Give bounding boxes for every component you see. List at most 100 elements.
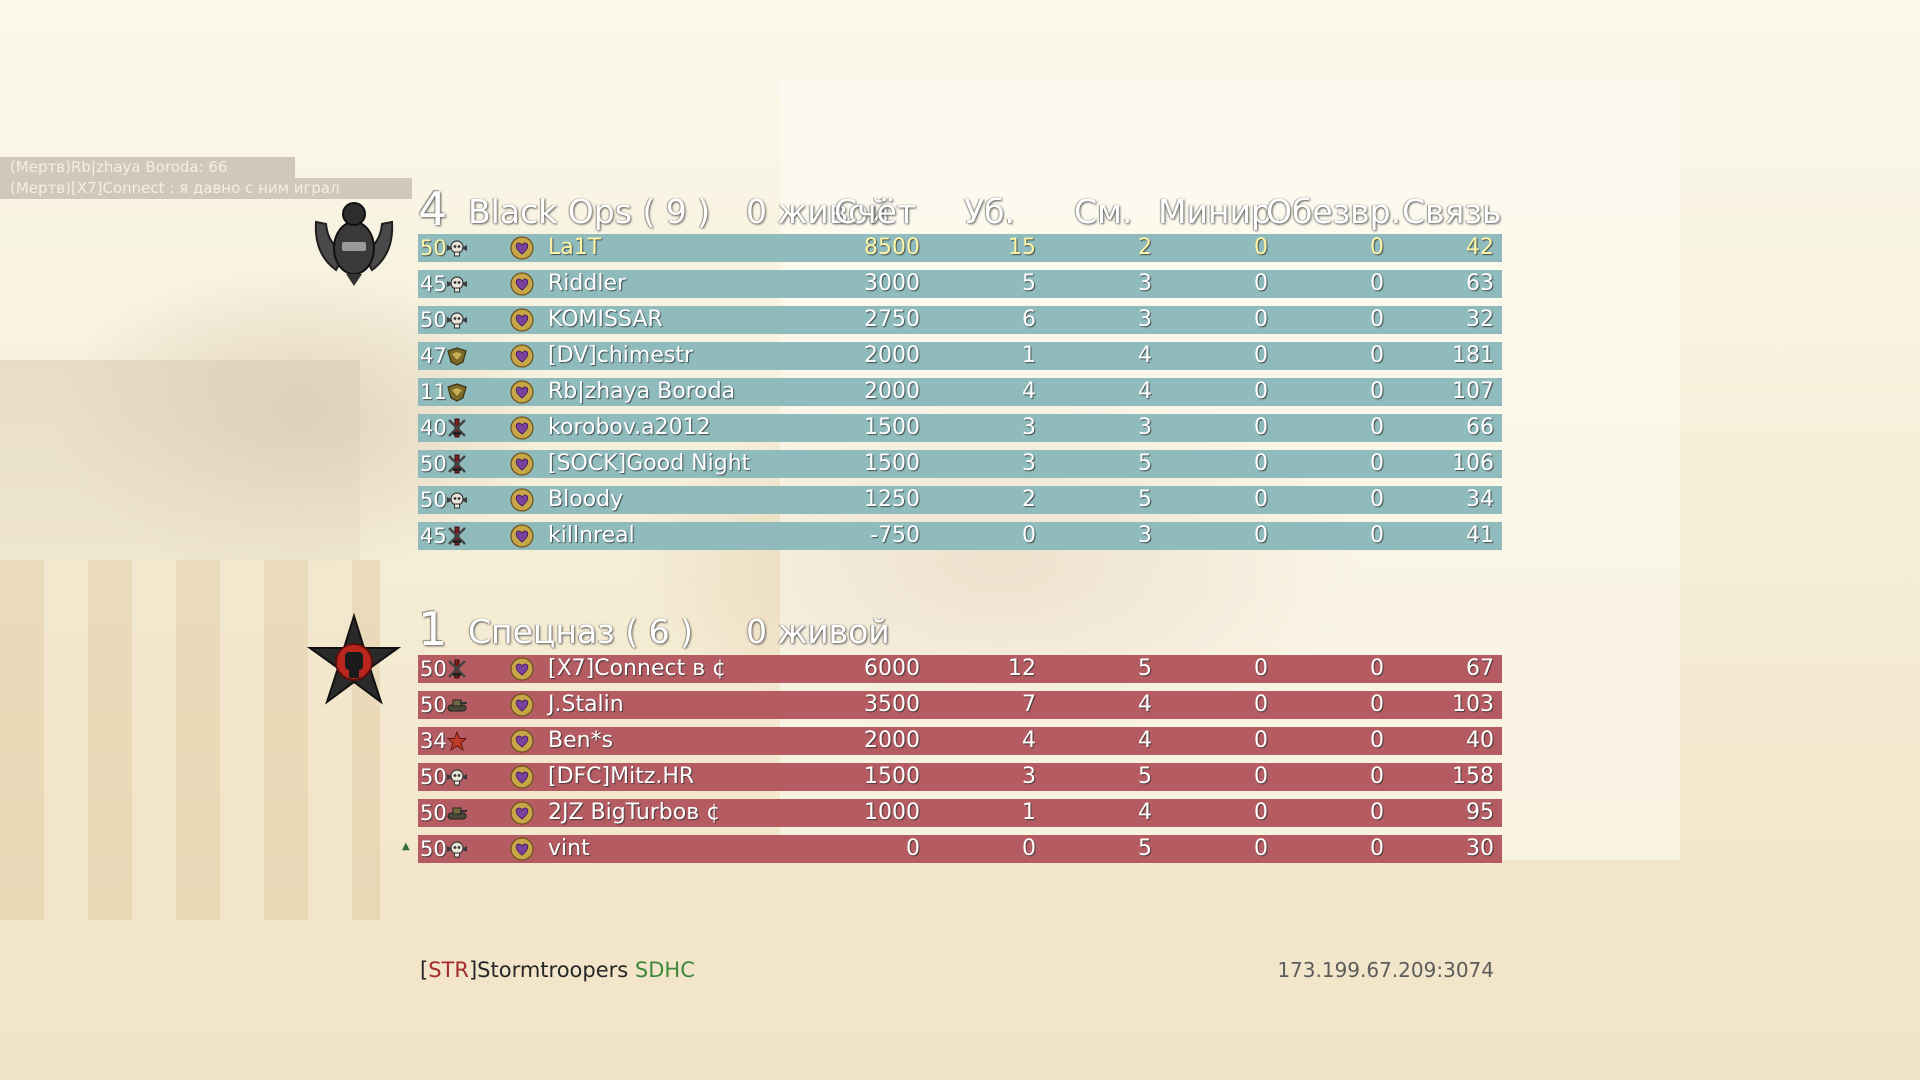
purple-heart-icon [510,416,534,440]
player-defuses: 0 [1370,523,1384,548]
player-marker-icon: ▲ [402,841,410,852]
star-wings-icon [446,730,468,752]
player-rank: 50 [420,765,447,789]
player-score: 2750 [864,307,920,332]
clan-bracket: ] [468,958,478,982]
player-name: Bloody [548,487,624,512]
purple-heart-icon [510,308,534,332]
player-defuses: 0 [1370,800,1384,825]
player-defuses: 0 [1370,379,1384,404]
player-row: 50 Bloody 1250 2 5 0 0 34 [418,486,1502,514]
player-kills: 4 [1022,379,1036,404]
player-score: 1500 [864,415,920,440]
player-row: 45 killnreal -750 0 3 0 0 41 [418,522,1502,550]
player-rank: 11 [420,380,447,404]
player-name: J.Stalin [548,692,624,717]
purple-heart-icon [510,236,534,260]
player-rank: 45 [420,272,447,296]
player-ping: 103 [1452,692,1494,717]
player-row: 50 [SOCK]Good Night 1500 3 5 0 0 106 [418,450,1502,478]
team-header-spetsnaz: 1 Спецназ ( 6 ) 0 живой [418,604,1518,654]
player-plants: 0 [1254,271,1268,296]
crossed-swords-icon [446,453,468,475]
chat-feed: (Мертв)Rb|zhaya Boroda: 66 (Мертв)[X7]Co… [0,157,412,199]
player-plants: 0 [1254,235,1268,260]
scoreboard-black-ops: 50 La1T 8500 15 2 0 0 42 45 Riddler 3000 5 3 0 0 63 50 KO… [418,234,1502,558]
player-row: 50 [DFC]Mitz.HR 1500 3 5 0 0 158 [418,763,1502,791]
player-score: 2000 [864,343,920,368]
player-ping: 95 [1466,800,1494,825]
player-score: 3500 [864,692,920,717]
player-kills: 3 [1022,415,1036,440]
player-deaths: 2 [1138,235,1152,260]
player-name: killnreal [548,523,635,548]
player-name: [DV]chimestr [548,343,694,368]
player-score: -750 [870,523,920,548]
player-score: 2000 [864,728,920,753]
background-ruins [0,360,360,560]
player-ping: 34 [1466,487,1494,512]
player-kills: 7 [1022,692,1036,717]
player-deaths: 5 [1138,764,1152,789]
purple-heart-icon [510,452,534,476]
purple-heart-icon [510,693,534,717]
team-header-black-ops: 4 Black Ops ( 9 ) 0 живой Счёт Уб. См. М… [418,184,1518,234]
player-plants: 0 [1254,764,1268,789]
crossed-swords-icon [446,417,468,439]
skull-wings-icon [446,838,468,860]
player-ping: 106 [1452,451,1494,476]
player-defuses: 0 [1370,271,1384,296]
player-kills: 0 [1022,523,1036,548]
scoreboard-spetsnaz: 50 [X7]Connect в ¢ 6000 12 5 0 0 67 50 J.Stalin 35… [418,655,1502,871]
player-name: Ben*s [548,728,614,753]
player-name: [DFC]Mitz.HR [548,764,695,789]
tank-icon [446,802,468,824]
column-header-kills: Уб. [964,192,1015,231]
crossed-swords-icon [446,525,468,547]
player-deaths: 4 [1138,800,1152,825]
player-score: 1250 [864,487,920,512]
player-defuses: 0 [1370,451,1384,476]
column-header-ping: Связь [1402,192,1502,231]
player-deaths: 3 [1138,523,1152,548]
player-deaths: 4 [1138,343,1152,368]
player-ping: 63 [1466,271,1494,296]
purple-heart-icon [510,801,534,825]
player-deaths: 5 [1138,487,1152,512]
player-plants: 0 [1254,343,1268,368]
player-plants: 0 [1254,800,1268,825]
player-defuses: 0 [1370,487,1384,512]
team-alive-count: 0 живой [746,192,890,231]
player-score: 8500 [864,235,920,260]
player-rank: 50 [420,308,447,332]
player-ping: 30 [1466,836,1494,861]
player-kills: 15 [1008,235,1036,260]
player-ping: 32 [1466,307,1494,332]
clan-bracket: [ [420,958,429,982]
tank-icon [446,694,468,716]
column-header-score: Счёт [834,192,917,231]
player-rank: 47 [420,344,447,368]
team-alive-count: 0 живой [746,612,890,651]
player-ping: 67 [1466,656,1494,681]
player-plants: 0 [1254,692,1268,717]
player-rank: 34 [420,729,447,753]
player-defuses: 0 [1370,728,1384,753]
server-name-suffix: SDHC [634,958,695,982]
player-name: 2JZ BigTurboв ¢ [548,800,721,825]
chat-message: (Мертв)Rb|zhaya Boroda: 66 [0,157,295,178]
player-plants: 0 [1254,523,1268,548]
player-score: 1500 [864,451,920,476]
player-kills: 5 [1022,271,1036,296]
skull-wings-icon [446,766,468,788]
player-deaths: 4 [1138,728,1152,753]
player-score: 3000 [864,271,920,296]
team-score: 4 [418,182,448,236]
player-row: 50 [X7]Connect в ¢ 6000 12 5 0 0 67 [418,655,1502,683]
purple-heart-icon [510,524,534,548]
purple-heart-icon [510,272,534,296]
skull-wings-icon [446,309,468,331]
player-deaths: 5 [1138,451,1152,476]
purple-heart-icon [510,488,534,512]
purple-heart-icon [510,657,534,681]
